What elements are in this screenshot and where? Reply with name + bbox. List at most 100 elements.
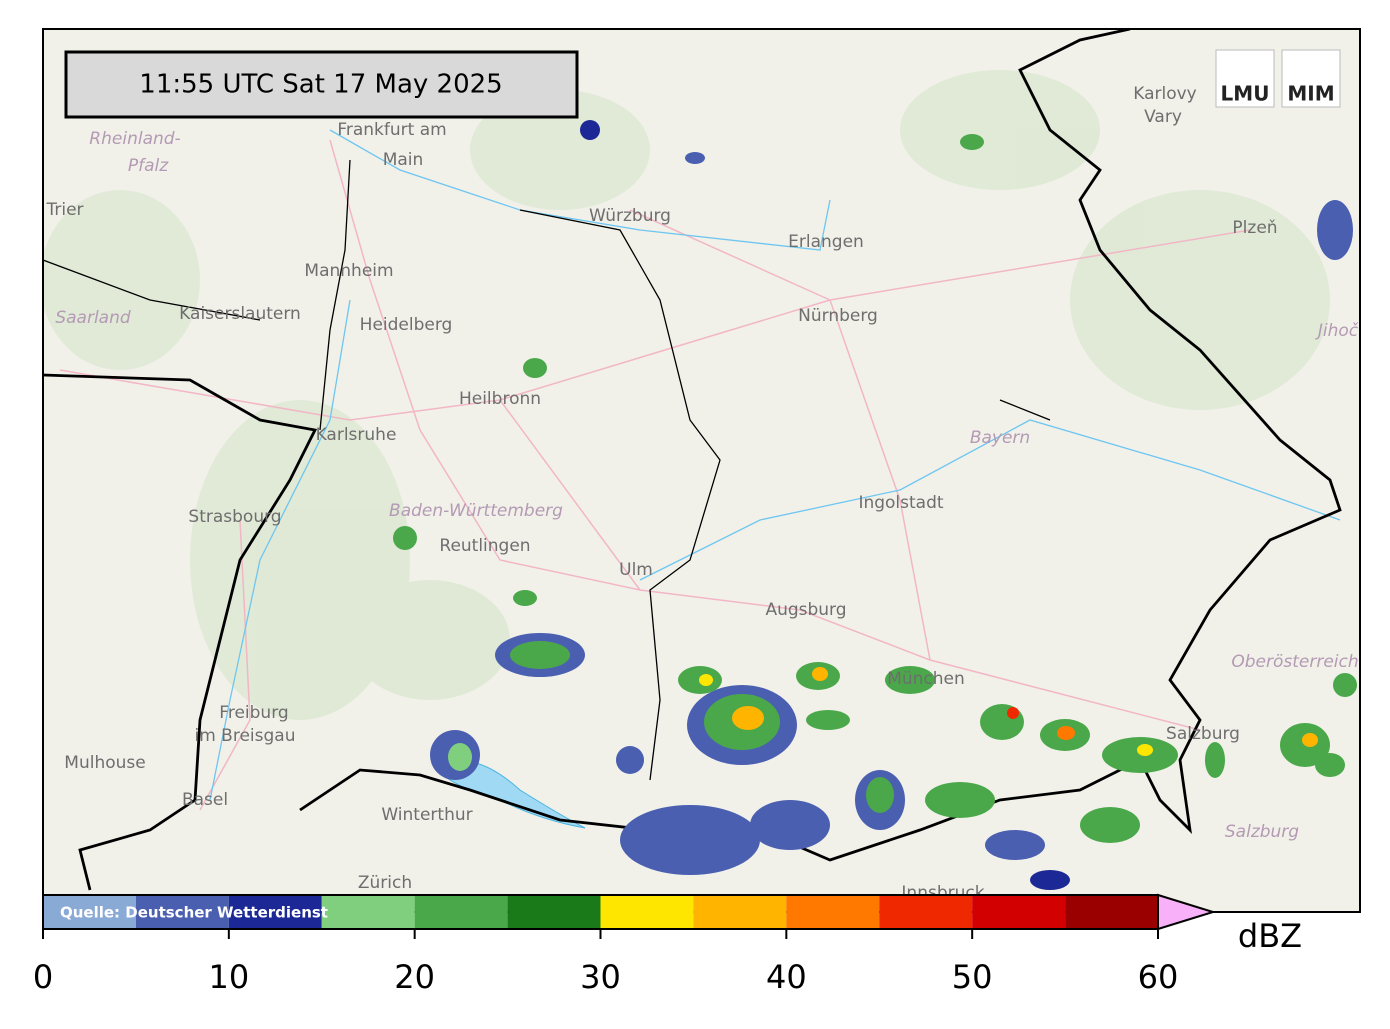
- colorbar-tick-label: 20: [394, 958, 435, 996]
- city-label: Heidelberg: [360, 315, 453, 335]
- city-label: Karlsruhe: [316, 425, 397, 445]
- colorbar-tick-label: 60: [1138, 958, 1179, 996]
- echo: [616, 746, 644, 774]
- colorbar-bin: [1065, 895, 1158, 929]
- colorbar-unit: dBZ: [1238, 917, 1302, 955]
- logo: MIM: [1287, 82, 1334, 106]
- city-label: Würzburg: [589, 206, 671, 226]
- colorbar-tick-label: 40: [766, 958, 807, 996]
- colorbar-bin: [507, 895, 601, 929]
- city-label: Nürnberg: [798, 306, 878, 326]
- city-label: Salzburg: [1166, 724, 1240, 744]
- echo: [1205, 742, 1225, 778]
- colorbar: 0 10 20 30 40 50 60: [33, 893, 1217, 996]
- logo-box: [1215, 49, 1275, 108]
- city-label: Zürich: [358, 873, 412, 893]
- colorbar-tick-label: 0: [33, 958, 53, 996]
- city-label: Main: [383, 150, 424, 170]
- colorbar-bin: [228, 895, 322, 929]
- state-label: Bayern: [970, 428, 1030, 448]
- echo: [925, 782, 995, 818]
- city-label: Karlovy: [1133, 84, 1197, 104]
- echo: [513, 590, 537, 606]
- echo: [960, 134, 984, 150]
- rivers: [209, 129, 1341, 801]
- echo: [393, 526, 417, 550]
- echo: [885, 666, 935, 694]
- echo: [580, 120, 600, 140]
- echo: [523, 358, 547, 378]
- echo: [685, 152, 705, 164]
- echo: [1315, 753, 1345, 777]
- city-label: Trier: [45, 200, 83, 220]
- roads: [59, 139, 1251, 811]
- city-label: Plzeň: [1232, 218, 1277, 238]
- state-label: Saarland: [55, 308, 131, 328]
- colorbar-bin: [321, 895, 415, 929]
- state-label: Rheinland-: [89, 129, 180, 149]
- state-label: Jihoč: [1315, 321, 1359, 341]
- city-label: Reutlingen: [439, 536, 530, 556]
- timestamp-box: [64, 50, 579, 119]
- state-label: Oberösterreich: [1231, 652, 1358, 672]
- colorbar-bin: [43, 895, 136, 929]
- source-label: Quelle: Deutscher Wetterdienst: [60, 904, 328, 922]
- city-label: Freiburg: [219, 703, 288, 723]
- colorbar-tick-label: 10: [208, 958, 249, 996]
- echo: [985, 830, 1045, 860]
- city-label: Mannheim: [304, 261, 393, 281]
- city-label: im Breisgau: [195, 726, 296, 746]
- echo: [806, 710, 850, 730]
- echo: [1137, 744, 1153, 756]
- logo: LMU: [1221, 82, 1270, 106]
- forest-areas: [43, 70, 1330, 720]
- echo: [510, 641, 570, 669]
- city-label: Ingolstadt: [858, 493, 943, 513]
- echo: [866, 777, 894, 813]
- echo: [1007, 707, 1019, 719]
- city-label: Erlangen: [788, 232, 864, 252]
- city-label: Frankfurt am: [337, 120, 446, 140]
- echo: [699, 674, 713, 686]
- city-label: Ulm: [619, 560, 653, 580]
- city-label: Kaiserslautern: [179, 304, 301, 324]
- echo: [1333, 673, 1357, 697]
- echo: [812, 667, 828, 681]
- state-label: Baden-Württemberg: [389, 501, 563, 521]
- colorbar-bin: [693, 895, 787, 929]
- echo: [750, 800, 830, 850]
- echo: [1102, 737, 1178, 773]
- colorbar-bin: [600, 895, 694, 929]
- colorbar-bin: [972, 895, 1066, 929]
- echo: [1030, 870, 1070, 890]
- echo: [448, 743, 472, 771]
- map: Frankfurt am Main Würzburg Karlovy Vary Trier…: [43, 29, 1360, 912]
- echo: [1302, 733, 1318, 747]
- radar-echoes: [393, 120, 1357, 890]
- echo: [1317, 200, 1353, 260]
- city-label: München: [887, 669, 965, 689]
- colorbar-tick-label: 30: [580, 958, 621, 996]
- city-label: Heilbronn: [459, 389, 541, 409]
- echo: [732, 706, 764, 730]
- colorbar-bin: [786, 895, 880, 929]
- timestamp: 11:55 UTC Sat 17 May 2025: [139, 70, 502, 100]
- state-borders: [43, 159, 1051, 781]
- colorbar-tick-label: 50: [952, 958, 993, 996]
- echo: [1080, 807, 1140, 843]
- state-label: Pfalz: [128, 156, 169, 176]
- echo: [1057, 726, 1075, 740]
- city-label: Augsburg: [765, 600, 846, 620]
- colorbar-bin: [135, 895, 229, 929]
- city-label: Winterthur: [381, 805, 472, 825]
- colorbar-bin: [414, 895, 508, 929]
- city-label: Mulhouse: [64, 753, 145, 773]
- logo-box: [1281, 49, 1341, 108]
- state-label: Salzburg: [1225, 822, 1299, 842]
- colorbar-bin: [879, 895, 973, 929]
- city-label: Basel: [182, 790, 228, 810]
- echo: [620, 805, 760, 875]
- city-label: Vary: [1144, 107, 1182, 127]
- city-label: Strasbourg: [188, 507, 281, 527]
